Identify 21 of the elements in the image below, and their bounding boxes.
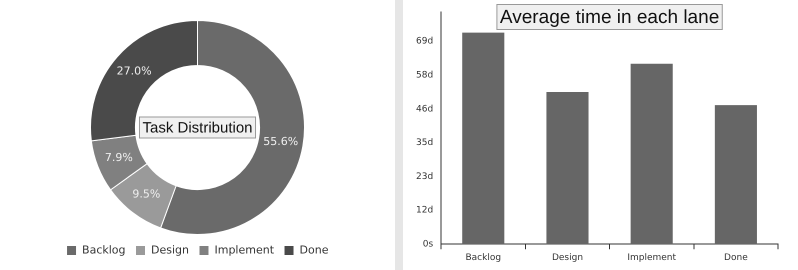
y-tick-label: 0s — [422, 240, 434, 250]
data-label: 7.9% — [104, 151, 133, 164]
bar — [462, 32, 504, 244]
text: Task Distribution — [142, 120, 253, 137]
y-tick-label: 23d — [416, 172, 434, 182]
data-label: 55.6% — [263, 135, 298, 148]
data-label: 9.5% — [132, 188, 160, 201]
y-tick-label: 58d — [416, 70, 434, 81]
y-tick-label: 69d — [416, 36, 434, 47]
x-tick-label: Implement — [627, 252, 677, 263]
y-tick-label: 46d — [416, 104, 434, 114]
x-tick-label: Design — [552, 252, 584, 263]
bar — [546, 92, 589, 244]
data-label: 27.0% — [116, 64, 152, 78]
bar — [714, 105, 757, 244]
y-tick-label: 35d — [416, 138, 434, 148]
chart-title: Average time in each lane — [500, 7, 720, 28]
x-tick-label: Done — [724, 252, 748, 263]
y-tick-label: 12d — [416, 206, 434, 216]
x-tick-label: Backlog — [465, 252, 502, 263]
bar — [630, 64, 673, 244]
